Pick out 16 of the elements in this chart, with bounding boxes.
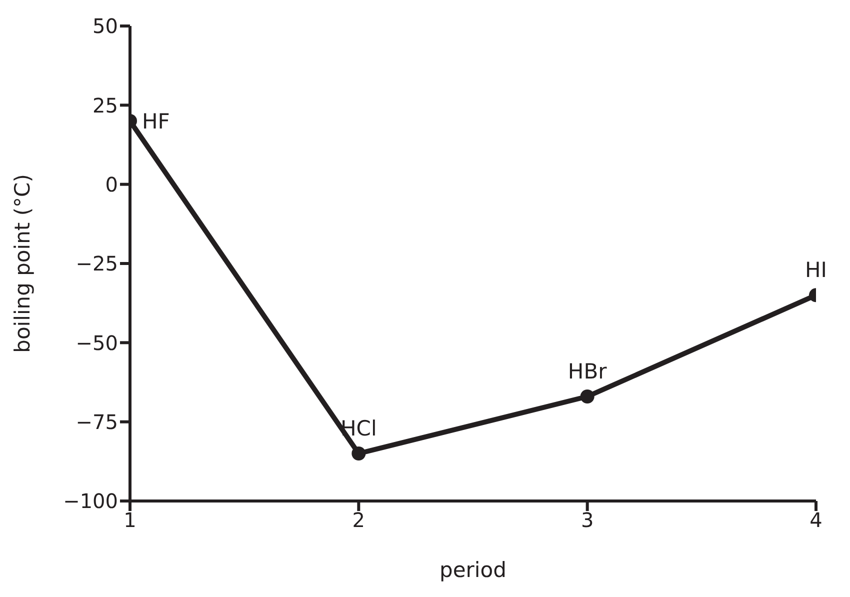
x-tick-label: 1	[124, 508, 136, 532]
y-axis-title: boiling point (°C)	[10, 174, 34, 353]
annotation: HBr	[568, 360, 608, 384]
annotation: HF	[142, 109, 170, 134]
y-tick-label: −100	[63, 489, 118, 514]
y-tick-label: −25	[76, 252, 118, 276]
x-axis-title: period	[440, 558, 506, 582]
x-tick-label: 2	[352, 508, 366, 532]
y-tick-label: 0	[105, 172, 118, 196]
x-tick-label: 4	[810, 508, 822, 532]
y-tick-label: −50	[76, 330, 118, 355]
annotation: HI	[805, 258, 827, 282]
x-tick-label: 3	[580, 508, 594, 532]
y-tick-label: 50	[92, 14, 118, 38]
y-tick-label: −75	[76, 410, 118, 434]
y-tick-label: 25	[92, 93, 118, 118]
